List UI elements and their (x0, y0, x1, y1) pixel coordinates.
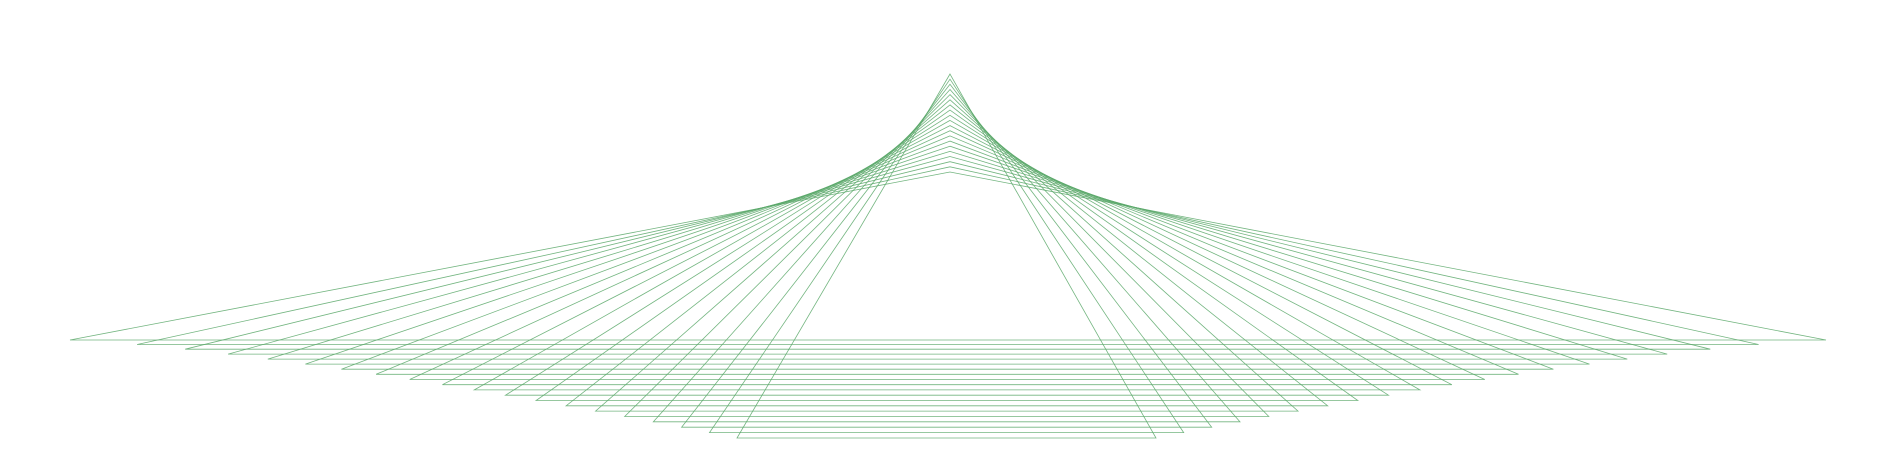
triangle-11 (472, 119, 1422, 391)
triangle-1 (69, 171, 1827, 341)
triangle-group (69, 73, 1827, 439)
triangle-13 (534, 109, 1360, 401)
triangle-12 (504, 114, 1390, 396)
triangle-19 (708, 78, 1185, 434)
triangle-4 (227, 156, 1668, 355)
triangle-5 (267, 150, 1628, 360)
triangle-10 (442, 125, 1453, 386)
triangle-6 (305, 145, 1590, 365)
triangle-20 (736, 73, 1157, 439)
triangle-9 (409, 130, 1485, 380)
triangle-8 (375, 135, 1519, 375)
triangle-3 (185, 161, 1711, 350)
triangle-17 (652, 88, 1241, 423)
triangle-7 (341, 140, 1554, 370)
triangle-14 (564, 104, 1329, 407)
triangle-2 (137, 166, 1759, 345)
triangle-18 (680, 83, 1213, 428)
triangle-15 (594, 99, 1300, 412)
triangle-16 (623, 94, 1270, 417)
